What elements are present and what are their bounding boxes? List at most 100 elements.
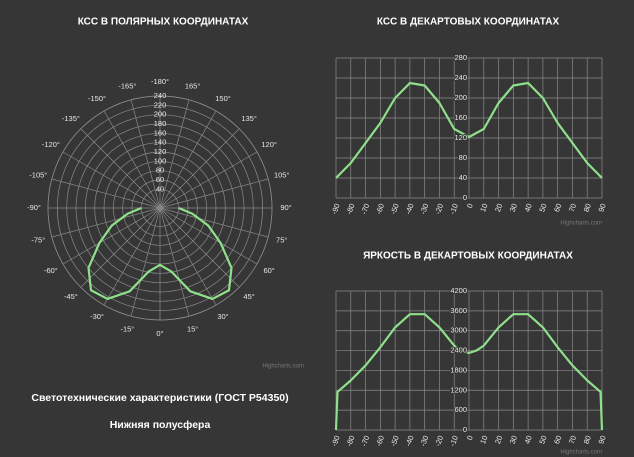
x-tick-label: 20: [493, 434, 504, 445]
x-tick-label: 80: [582, 434, 593, 445]
x-tick-label: -30: [418, 434, 430, 447]
angle-label: 60°: [263, 266, 274, 275]
grid-spoke: [159, 151, 258, 209]
radial-label: 60: [156, 175, 164, 184]
x-tick-label: -40: [403, 434, 415, 447]
x-tick-label: -60: [374, 434, 386, 447]
grid-spoke: [159, 128, 240, 209]
y-tick-label: 3600: [450, 306, 467, 315]
polar-curve: [87, 206, 233, 301]
x-tick-label: 10: [478, 202, 489, 213]
x-tick-label: -70: [359, 434, 371, 447]
y-tick-label: 3000: [450, 326, 467, 335]
grid-spoke: [51, 207, 161, 238]
x-tick-label: 30: [508, 434, 519, 445]
credit: Highcharts.com: [560, 450, 602, 456]
x-tick-label: 40: [523, 202, 534, 213]
y-tick-label: 40: [459, 173, 467, 182]
x-tick-label: 70: [567, 434, 578, 445]
x-tick-label: -40: [403, 202, 415, 215]
x-tick-label: 60: [552, 202, 563, 213]
y-tick-label: 120: [454, 133, 467, 142]
radial-label: 100: [154, 156, 167, 165]
grid-spoke: [103, 110, 161, 209]
y-tick-label: 600: [454, 405, 467, 414]
angle-label: -135°: [62, 114, 80, 123]
grid-spoke: [159, 178, 269, 209]
chart-title: КСС В ПОЛЯРНЫХ КООРДИНАТАХ: [78, 17, 249, 28]
radial-label: 80: [156, 166, 164, 175]
angle-label: 135°: [241, 114, 257, 123]
angle-label: -75°: [31, 236, 45, 245]
x-tick-label: -70: [359, 202, 371, 215]
x-tick-label: -90: [330, 434, 342, 447]
credit: Highcharts.com: [560, 221, 602, 227]
x-tick-label: -20: [433, 202, 445, 215]
y-tick-label: 280: [454, 53, 467, 62]
grid-spoke: [159, 207, 258, 265]
angle-label: 150°: [215, 94, 231, 103]
x-tick-label: -30: [418, 202, 430, 215]
grid-spoke: [80, 128, 161, 209]
angle-label: -150°: [88, 94, 106, 103]
y-tick-label: 200: [454, 93, 467, 102]
x-tick-label: 40: [523, 434, 534, 445]
radial-label: 140: [154, 138, 167, 147]
chart-title: ЯРКОСТЬ В ДЕКАРТОВЫХ КООРДИНАТАХ: [363, 251, 573, 262]
radial-label: 40: [156, 184, 164, 193]
x-tick-label: 70: [567, 202, 578, 213]
angle-label: 90°: [280, 203, 291, 212]
angle-label: -30°: [90, 312, 104, 321]
grid-spoke: [159, 110, 217, 209]
caption-subtitle: Нижняя полусфера: [110, 419, 211, 431]
angle-label: -15°: [120, 325, 134, 334]
x-tick-label: 10: [478, 434, 489, 445]
caption-title: Светотехнические характеристики (ГОСТ Р5…: [31, 392, 288, 404]
y-tick-label: 0: [463, 193, 467, 202]
grid-spoke: [159, 207, 269, 238]
x-tick-label: 50: [537, 434, 548, 445]
x-tick-label: 60: [552, 434, 563, 445]
x-tick-label: 80: [582, 202, 593, 213]
angle-label: -120°: [42, 140, 60, 149]
angle-label: -60°: [44, 266, 58, 275]
angle-label: 0°: [156, 329, 163, 338]
x-tick-label: 20: [493, 202, 504, 213]
angle-label: 120°: [261, 140, 277, 149]
chart-title: КСС В ДЕКАРТОВЫХ КООРДИНАТАХ: [377, 17, 560, 28]
radial-label: 240: [154, 91, 167, 100]
angle-label: -105°: [29, 170, 47, 179]
y-tick-label: 1800: [450, 365, 467, 374]
y-tick-label: 80: [459, 153, 467, 162]
x-tick-label: -90: [330, 202, 342, 215]
x-tick-label: -50: [389, 434, 401, 447]
x-tick-label: 0: [465, 202, 475, 209]
x-tick-label: -10: [448, 434, 460, 447]
line-curve: [334, 313, 604, 431]
angle-label: 105°: [274, 170, 290, 179]
y-tick-label: 0: [463, 425, 467, 434]
grid-spoke: [159, 207, 217, 306]
x-tick-label: 90: [596, 434, 607, 445]
y-tick-label: 240: [454, 73, 467, 82]
angle-label: 45°: [243, 292, 254, 301]
y-tick-label: 4200: [450, 286, 467, 295]
angle-label: -180°: [151, 77, 169, 86]
angle-label: 165°: [185, 81, 201, 90]
grid-spoke: [130, 99, 161, 209]
x-tick-label: 90: [596, 202, 607, 213]
angle-label: -90°: [27, 203, 41, 212]
radial-label: 120: [154, 147, 167, 156]
x-tick-label: -80: [344, 202, 356, 215]
radial-label: 200: [154, 110, 167, 119]
x-tick-label: -60: [374, 202, 386, 215]
angle-label: -165°: [118, 81, 136, 90]
grid-spoke: [159, 207, 190, 317]
grid-spoke: [80, 207, 161, 288]
credit: Highcharts.com: [262, 364, 304, 370]
x-tick-label: -50: [389, 202, 401, 215]
grid-spoke: [159, 207, 240, 288]
radial-label: 160: [154, 128, 167, 137]
